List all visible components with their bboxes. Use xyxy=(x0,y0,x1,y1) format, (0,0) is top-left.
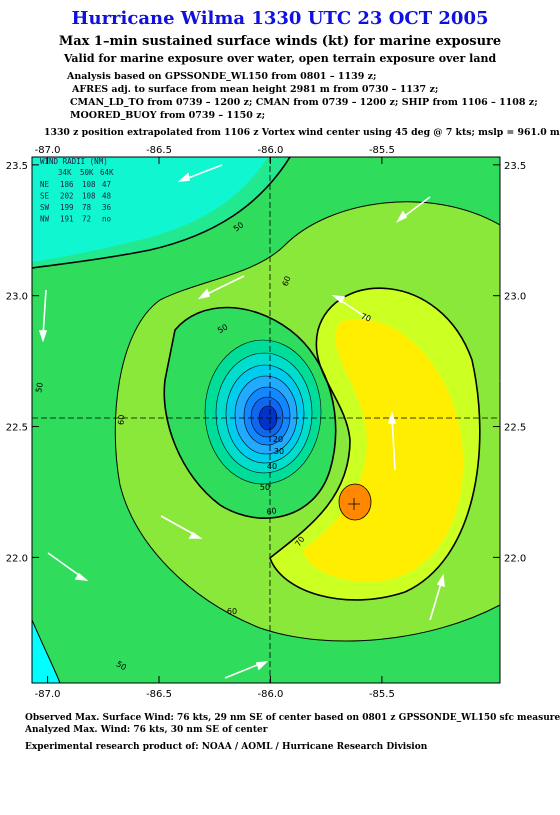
y-tick-label: 22.5 xyxy=(6,423,28,434)
radii-cell: 108 xyxy=(82,180,96,189)
footer-observed: Observed Max. Surface Wind: 76 kts, 29 n… xyxy=(25,713,560,723)
radii-column: 50K xyxy=(80,168,94,177)
y-tick-label: 23.5 xyxy=(6,161,28,172)
radii-column: 64K xyxy=(100,168,114,177)
radii-cell: 47 xyxy=(102,180,111,189)
contour-label: 60 xyxy=(281,275,293,288)
contour-label: 60 xyxy=(266,506,278,517)
x-tick-label: -87.0 xyxy=(35,145,61,156)
contour-label: 50 xyxy=(260,483,270,492)
radii-cell: NW xyxy=(40,215,50,224)
y-tick-label: 23.5 xyxy=(504,161,526,172)
x-tick-label: -85.5 xyxy=(369,145,395,156)
x-tick-label: -86.0 xyxy=(258,145,284,156)
analysis-line: AFRES adj. to surface from mean height 2… xyxy=(71,84,438,95)
subtitle: Max 1–min sustained surface winds (kt) f… xyxy=(59,34,501,49)
contour-label: 30 xyxy=(274,447,284,456)
x-tick-label: -87.0 xyxy=(35,689,61,700)
contour-label: 50 xyxy=(34,382,45,394)
analysis-line: Analysis based on GPSSONDE_WL150 from 08… xyxy=(66,71,377,82)
contour-label: 50 xyxy=(115,659,128,672)
radii-title: WIND RADII (NM) xyxy=(40,157,108,166)
annotations: -87.0 -87.0 -86.5 -86.5 -86.0 -86.0 -85.5 -85.5… xyxy=(6,145,527,700)
analysis-line: MOORED_BUOY from 0739 – 1150 z; xyxy=(70,110,265,121)
validity: Valid for marine exposure over water, op… xyxy=(63,52,497,65)
footer-credit: Experimental research product of: NOAA /… xyxy=(25,742,428,752)
position-note: 1330 z position extrapolated from 1106 z… xyxy=(44,127,560,138)
contour-label: 50 xyxy=(216,322,229,335)
radii-cell: NE xyxy=(40,180,50,189)
contour-label: 60 xyxy=(227,607,237,616)
contour-label: 70 xyxy=(360,312,373,324)
radii-cell: 108 xyxy=(82,192,96,201)
radii-cell: 78 xyxy=(82,203,92,212)
y-tick-label: 23.0 xyxy=(6,292,28,303)
footer-analyzed: Analyzed Max. Wind: 76 kts, 30 nm SE of … xyxy=(24,725,268,735)
radii-cell: 191 xyxy=(60,215,74,224)
radii-cell: 36 xyxy=(102,203,112,212)
contour-label: 40 xyxy=(267,462,277,471)
analysis-line: CMAN_LD_TO from 0739 – 1200 z; CMAN from… xyxy=(70,97,538,108)
radii-cell: 199 xyxy=(60,203,74,212)
radii-cell: 202 xyxy=(60,192,74,201)
map-frame xyxy=(31,156,501,684)
wind-field xyxy=(32,157,500,683)
x-tick-label: -86.0 xyxy=(258,689,284,700)
radii-cell: 72 xyxy=(82,215,91,224)
x-tick-label: -86.5 xyxy=(146,145,172,156)
y-tick-label: 23.0 xyxy=(504,292,526,303)
title: Hurricane Wilma 1330 UTC 23 OCT 2005 xyxy=(71,8,488,29)
contour-label: 60 xyxy=(117,414,127,425)
x-tick-label: -85.5 xyxy=(369,689,395,700)
y-tick-label: 22.0 xyxy=(6,553,28,564)
radii-cell: SW xyxy=(40,203,50,212)
radii-cell: SE xyxy=(40,192,50,201)
radii-column: 34K xyxy=(58,168,72,177)
y-tick-label: 22.0 xyxy=(504,553,526,564)
contour-label: 20 xyxy=(273,435,283,444)
x-tick-label: -86.5 xyxy=(146,689,172,700)
radii-cell: 48 xyxy=(102,192,112,201)
radii-cell: 186 xyxy=(60,180,74,189)
radii-cell: no xyxy=(102,215,112,224)
y-tick-label: 22.5 xyxy=(504,423,526,434)
